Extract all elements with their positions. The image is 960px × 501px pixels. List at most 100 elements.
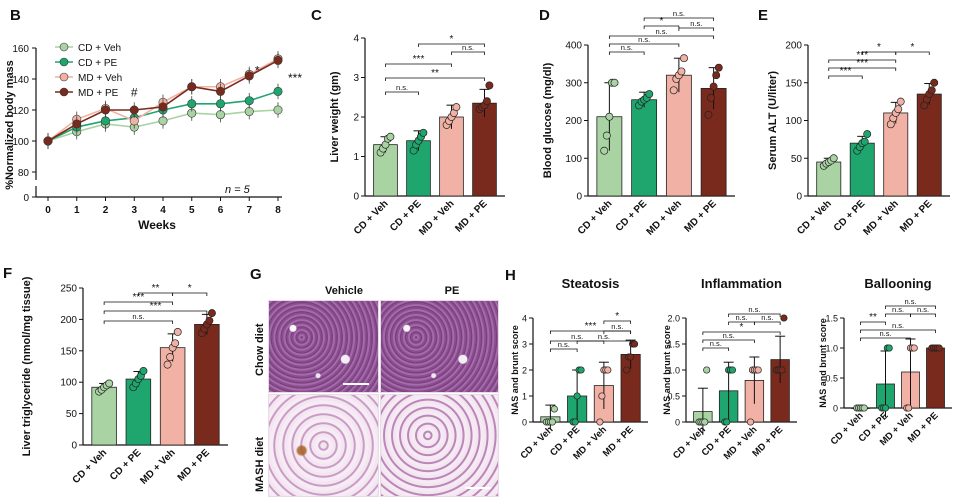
y-tick-label: 0	[23, 193, 29, 204]
significance-bracket	[172, 292, 208, 296]
bar	[665, 74, 692, 197]
significance-bracket	[603, 330, 632, 334]
significance-label: *	[660, 16, 664, 27]
y-tick-label: 1.0	[667, 366, 680, 376]
bar-chart-serum-alt: E 0 50 100 150 200 Serum ALT (U/liter) CD + Veh…	[758, 7, 950, 238]
significance-bracket	[103, 301, 174, 305]
data-point	[704, 110, 713, 119]
y-tick-label: 1.5	[667, 340, 680, 350]
data-point	[596, 418, 604, 426]
y-tick-label: 0.5	[667, 392, 680, 402]
significance-label: n.s.	[655, 27, 667, 36]
y-tick-label: 200	[565, 116, 582, 127]
legend-marker	[59, 72, 69, 82]
series-point	[216, 86, 226, 96]
y-tick-label: 0	[353, 192, 359, 203]
bar	[125, 378, 152, 446]
significance-bracket	[643, 17, 715, 21]
y-tick-label: 100	[565, 154, 582, 165]
x-axis-label: Weeks	[138, 218, 176, 232]
significance-label: n.s.	[598, 332, 610, 341]
significance-label: n.s.	[558, 340, 570, 349]
data-point	[829, 154, 838, 163]
y-tick-label: 0	[522, 418, 527, 428]
y-tick-label: 0.5	[825, 374, 838, 384]
y-axis-label: NAS and brunt score	[662, 325, 672, 415]
significance-label: ***	[288, 71, 302, 85]
data-point	[485, 81, 494, 90]
legend-marker	[59, 87, 69, 97]
y-axis-label: NAS and brunt score	[510, 325, 520, 415]
x-tick-label: MD + PE	[682, 198, 718, 234]
bar	[883, 112, 909, 197]
histology-row-label-mash: MASH diet	[254, 437, 266, 492]
significance-label: **	[431, 68, 439, 79]
series-point	[187, 99, 197, 109]
x-tick-label: MD + PE	[898, 198, 934, 234]
y-axis-label: Serum ALT (U/liter)	[767, 71, 779, 170]
y-tick-label: 100	[12, 137, 29, 148]
significance-bracket	[860, 321, 886, 325]
series-point	[187, 82, 197, 92]
y-tick-label: 150	[60, 346, 77, 357]
y-tick-label: 2	[353, 113, 359, 124]
data-point	[714, 63, 723, 72]
significance-label: *	[188, 283, 192, 294]
data-point	[550, 405, 558, 413]
significance-label: n.s.	[621, 43, 633, 52]
data-point	[885, 344, 893, 352]
significance-label: n.s.	[917, 305, 929, 314]
bar	[91, 386, 117, 446]
y-axis-label: Liver weight (gm)	[329, 71, 341, 162]
series-point	[244, 96, 254, 106]
chart-title: Ballooning	[864, 276, 931, 291]
y-tick-label: 150	[785, 78, 802, 89]
y-tick-label: 80	[18, 168, 30, 179]
panel-label: D	[539, 7, 550, 24]
x-tick-label: CD + Veh	[829, 410, 866, 447]
data-point	[604, 366, 612, 374]
data-point	[598, 392, 606, 400]
significance-bracket	[860, 329, 936, 333]
significance-label: n.s.	[690, 19, 702, 28]
data-point	[166, 353, 175, 362]
chart-title: Inflammation	[701, 276, 782, 291]
series-point	[244, 71, 254, 81]
data-point	[930, 78, 939, 87]
significance-label: n.s.	[879, 329, 891, 338]
data-point	[709, 82, 718, 91]
significance-label: n.s.	[611, 322, 623, 331]
significance-label: n.s.	[748, 305, 760, 314]
y-tick-label: 300	[565, 78, 582, 89]
significance-label: n.s.	[571, 332, 583, 341]
series-point	[72, 119, 82, 129]
bar	[926, 347, 945, 409]
significance-label: **	[869, 312, 877, 323]
significance-bracket	[702, 339, 755, 343]
significance-bracket	[828, 75, 863, 79]
significance-label: n.s.	[892, 321, 904, 330]
data-point	[778, 366, 786, 374]
panel-label: H	[505, 267, 516, 284]
series-point	[129, 116, 139, 126]
series-point	[273, 86, 283, 96]
data-point	[896, 97, 905, 106]
y-tick-label: 0	[675, 418, 680, 428]
x-tick-label: 0	[45, 205, 51, 216]
bar	[472, 102, 497, 197]
x-tick-label: MD + Veh	[138, 447, 177, 486]
panel-label: C	[311, 7, 322, 24]
significance-label: n.s.	[904, 297, 916, 306]
significance-label: ***	[150, 301, 162, 312]
y-tick-label: 50	[66, 409, 78, 420]
data-point	[163, 360, 172, 369]
significance-label: n.s.	[638, 35, 650, 44]
x-tick-label: 8	[275, 205, 281, 216]
series-point	[43, 136, 53, 146]
y-tick-label: 250	[60, 284, 77, 295]
series-point	[129, 105, 139, 115]
significance-label: #	[131, 86, 138, 100]
y-tick-label: 1.5	[825, 314, 838, 324]
bar	[159, 347, 186, 446]
